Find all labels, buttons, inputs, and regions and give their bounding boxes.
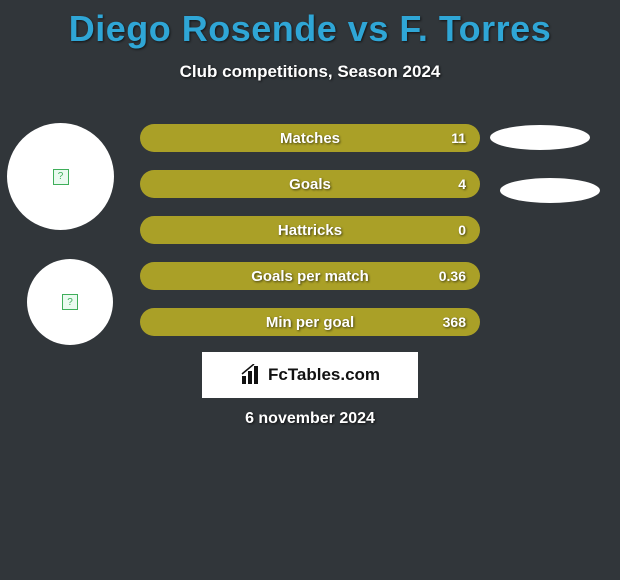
stat-value: 368: [443, 314, 466, 330]
date-label: 6 november 2024: [0, 410, 620, 428]
stat-row: Hattricks 0: [140, 216, 480, 244]
stat-row: Min per goal 368: [140, 308, 480, 336]
image-placeholder-icon: ?: [53, 169, 69, 185]
stat-label: Goals per match: [251, 268, 369, 285]
decorative-ellipse-2: [500, 178, 600, 203]
player-avatar-2: ?: [27, 259, 113, 345]
stat-label: Min per goal: [266, 314, 354, 331]
bar-chart-icon: [240, 364, 262, 386]
stat-row: Matches 11: [140, 124, 480, 152]
stat-label: Hattricks: [278, 222, 342, 239]
decorative-ellipse-1: [490, 125, 590, 150]
stat-row: Goals per match 0.36: [140, 262, 480, 290]
page-title: Diego Rosende vs F. Torres: [0, 0, 620, 50]
stat-value: 0.36: [439, 268, 466, 284]
logo-box: FcTables.com: [202, 352, 418, 398]
stat-row: Goals 4: [140, 170, 480, 198]
stat-value: 4: [458, 176, 466, 192]
stat-label: Matches: [280, 130, 340, 147]
stat-label: Goals: [289, 176, 331, 193]
stat-value: 11: [451, 130, 466, 146]
page-subtitle: Club competitions, Season 2024: [0, 62, 620, 82]
logo-text: FcTables.com: [268, 365, 380, 385]
image-placeholder-icon: ?: [62, 294, 78, 310]
stats-rows: Matches 11 Goals 4 Hattricks 0 Goals per match…: [140, 124, 480, 354]
stat-value: 0: [458, 222, 466, 238]
player-avatar-1: ?: [7, 123, 114, 230]
